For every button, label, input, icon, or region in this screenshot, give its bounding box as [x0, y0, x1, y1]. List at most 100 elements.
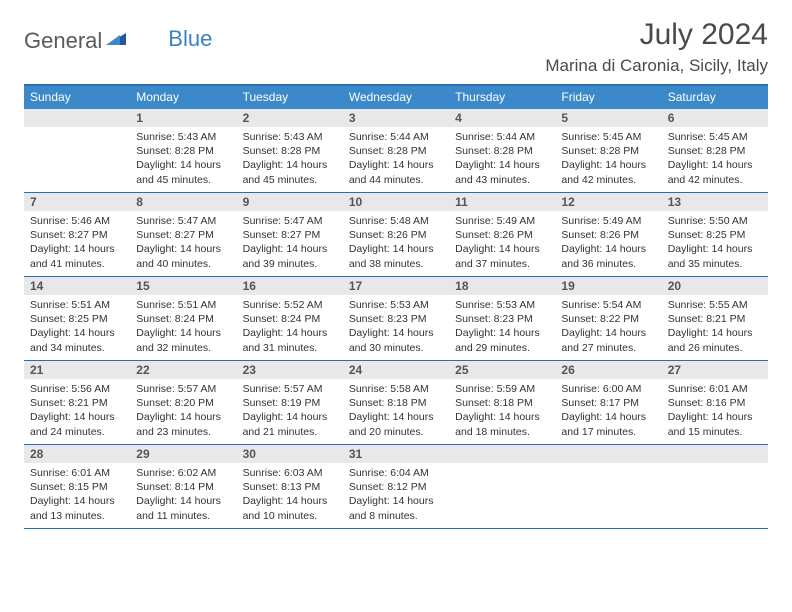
- day-cell: [449, 463, 555, 528]
- week-row: Sunrise: 5:51 AMSunset: 8:25 PMDaylight:…: [24, 295, 768, 361]
- weekday-header: Thursday: [449, 86, 555, 109]
- weekday-header-row: SundayMondayTuesdayWednesdayThursdayFrid…: [24, 86, 768, 109]
- day-line: Daylight: 14 hours: [349, 494, 443, 508]
- day-line: and 24 minutes.: [30, 425, 124, 439]
- day-cell: Sunrise: 5:43 AMSunset: 8:28 PMDaylight:…: [130, 127, 236, 192]
- day-line: Sunrise: 5:53 AM: [455, 298, 549, 312]
- day-line: Daylight: 14 hours: [30, 410, 124, 424]
- day-cell: Sunrise: 5:49 AMSunset: 8:26 PMDaylight:…: [449, 211, 555, 276]
- day-line: Daylight: 14 hours: [243, 326, 337, 340]
- day-line: and 35 minutes.: [668, 257, 762, 271]
- day-cell: Sunrise: 6:00 AMSunset: 8:17 PMDaylight:…: [555, 379, 661, 444]
- day-line: and 42 minutes.: [668, 173, 762, 187]
- day-line: Sunrise: 5:57 AM: [136, 382, 230, 396]
- day-number: 21: [24, 361, 130, 379]
- day-line: and 31 minutes.: [243, 341, 337, 355]
- day-cell: Sunrise: 5:55 AMSunset: 8:21 PMDaylight:…: [662, 295, 768, 360]
- day-line: Sunrise: 6:01 AM: [668, 382, 762, 396]
- day-line: and 43 minutes.: [455, 173, 549, 187]
- day-number: 24: [343, 361, 449, 379]
- day-line: Sunset: 8:14 PM: [136, 480, 230, 494]
- day-line: and 36 minutes.: [561, 257, 655, 271]
- day-number: 31: [343, 445, 449, 463]
- logo-text-blue: Blue: [168, 26, 212, 52]
- day-line: Daylight: 14 hours: [30, 494, 124, 508]
- day-line: Sunset: 8:18 PM: [349, 396, 443, 410]
- day-line: Daylight: 14 hours: [243, 158, 337, 172]
- day-line: Sunrise: 5:49 AM: [561, 214, 655, 228]
- day-cell: Sunrise: 5:57 AMSunset: 8:19 PMDaylight:…: [237, 379, 343, 444]
- day-number: 17: [343, 277, 449, 295]
- day-line: Sunset: 8:28 PM: [455, 144, 549, 158]
- day-line: Daylight: 14 hours: [455, 326, 549, 340]
- day-line: Daylight: 14 hours: [349, 410, 443, 424]
- day-line: Sunrise: 5:52 AM: [243, 298, 337, 312]
- day-line: Sunrise: 5:58 AM: [349, 382, 443, 396]
- day-line: Daylight: 14 hours: [668, 410, 762, 424]
- day-line: Daylight: 14 hours: [136, 326, 230, 340]
- day-line: Sunrise: 6:03 AM: [243, 466, 337, 480]
- day-number: 11: [449, 193, 555, 211]
- day-line: Daylight: 14 hours: [136, 158, 230, 172]
- day-cell: Sunrise: 6:01 AMSunset: 8:16 PMDaylight:…: [662, 379, 768, 444]
- day-cell: Sunrise: 5:46 AMSunset: 8:27 PMDaylight:…: [24, 211, 130, 276]
- day-line: Sunset: 8:28 PM: [349, 144, 443, 158]
- day-number: 3: [343, 109, 449, 127]
- day-line: Daylight: 14 hours: [349, 242, 443, 256]
- day-line: Daylight: 14 hours: [561, 158, 655, 172]
- day-cell: Sunrise: 5:52 AMSunset: 8:24 PMDaylight:…: [237, 295, 343, 360]
- day-number: [662, 445, 768, 463]
- day-number: 28: [24, 445, 130, 463]
- day-line: Sunset: 8:20 PM: [136, 396, 230, 410]
- day-line: Sunset: 8:26 PM: [349, 228, 443, 242]
- day-number: 13: [662, 193, 768, 211]
- day-line: Sunrise: 5:54 AM: [561, 298, 655, 312]
- day-cell: Sunrise: 5:51 AMSunset: 8:24 PMDaylight:…: [130, 295, 236, 360]
- day-cell: Sunrise: 5:54 AMSunset: 8:22 PMDaylight:…: [555, 295, 661, 360]
- day-line: Daylight: 14 hours: [243, 410, 337, 424]
- day-line: and 32 minutes.: [136, 341, 230, 355]
- day-number: [24, 109, 130, 127]
- day-line: Sunrise: 5:59 AM: [455, 382, 549, 396]
- day-number: 1: [130, 109, 236, 127]
- day-number: [449, 445, 555, 463]
- day-number: 6: [662, 109, 768, 127]
- day-line: Daylight: 14 hours: [668, 242, 762, 256]
- weekday-header: Tuesday: [237, 86, 343, 109]
- day-line: Sunset: 8:22 PM: [561, 312, 655, 326]
- day-number: 14: [24, 277, 130, 295]
- day-number: 19: [555, 277, 661, 295]
- day-line: Sunset: 8:21 PM: [668, 312, 762, 326]
- day-number: 12: [555, 193, 661, 211]
- day-number: [555, 445, 661, 463]
- day-line: Sunrise: 5:49 AM: [455, 214, 549, 228]
- day-number-row: 123456: [24, 109, 768, 127]
- day-cell: Sunrise: 5:51 AMSunset: 8:25 PMDaylight:…: [24, 295, 130, 360]
- day-number: 9: [237, 193, 343, 211]
- day-line: Daylight: 14 hours: [668, 326, 762, 340]
- day-line: Sunrise: 6:00 AM: [561, 382, 655, 396]
- day-line: Sunrise: 5:44 AM: [455, 130, 549, 144]
- day-line: Daylight: 14 hours: [349, 326, 443, 340]
- day-cell: Sunrise: 5:57 AMSunset: 8:20 PMDaylight:…: [130, 379, 236, 444]
- day-line: Sunset: 8:28 PM: [668, 144, 762, 158]
- day-line: Sunrise: 5:43 AM: [136, 130, 230, 144]
- day-cell: Sunrise: 5:44 AMSunset: 8:28 PMDaylight:…: [343, 127, 449, 192]
- day-line: Sunset: 8:28 PM: [243, 144, 337, 158]
- page-title: July 2024: [545, 18, 768, 52]
- logo: General Blue: [24, 18, 212, 54]
- day-line: Sunrise: 5:45 AM: [668, 130, 762, 144]
- weekday-header: Wednesday: [343, 86, 449, 109]
- day-line: Sunrise: 5:43 AM: [243, 130, 337, 144]
- day-line: Sunset: 8:27 PM: [243, 228, 337, 242]
- day-cell: Sunrise: 5:53 AMSunset: 8:23 PMDaylight:…: [449, 295, 555, 360]
- day-line: Sunrise: 5:55 AM: [668, 298, 762, 312]
- day-cell: Sunrise: 6:04 AMSunset: 8:12 PMDaylight:…: [343, 463, 449, 528]
- day-cell: Sunrise: 6:03 AMSunset: 8:13 PMDaylight:…: [237, 463, 343, 528]
- day-line: Sunrise: 5:47 AM: [243, 214, 337, 228]
- day-line: Sunset: 8:13 PM: [243, 480, 337, 494]
- day-line: and 29 minutes.: [455, 341, 549, 355]
- day-line: Sunset: 8:19 PM: [243, 396, 337, 410]
- day-number: 25: [449, 361, 555, 379]
- day-number: 29: [130, 445, 236, 463]
